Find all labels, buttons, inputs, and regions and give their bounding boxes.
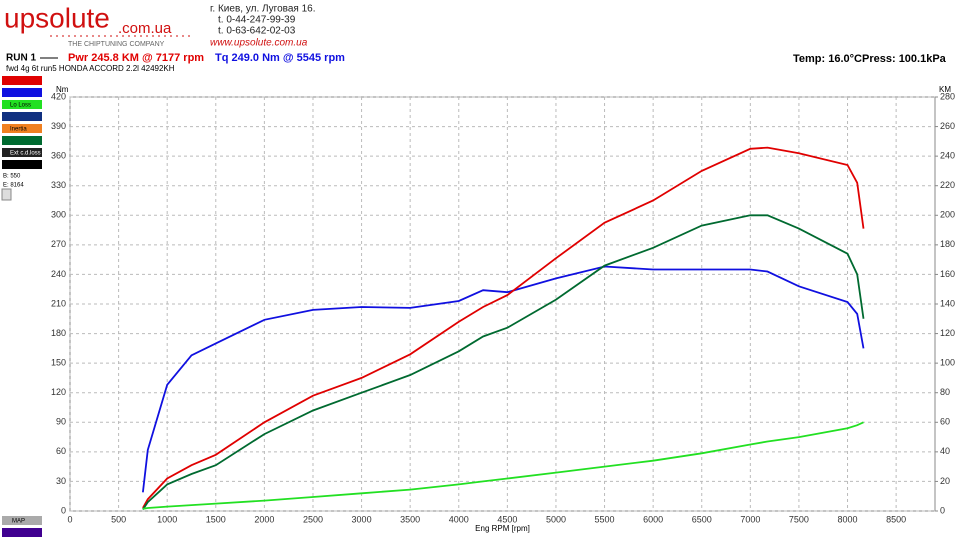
x-tick-label: 2000 [254,514,274,524]
y2-tick-label: 140 [940,298,955,308]
legend-swatch[interactable] [2,124,42,133]
x-tick-label: 1000 [157,514,177,524]
website: www.upsolute.com.ua [210,38,308,49]
y2-tick-label: 120 [940,328,955,338]
run-label: RUN 1 [6,53,36,64]
legend-label: Ext c.d.loss [10,151,41,157]
legend-swatch[interactable] [2,76,42,85]
legend-swatch[interactable] [2,88,42,97]
logo: upsolute [4,2,110,33]
end-rpm: E: 8164 [3,183,24,189]
legend-swatch[interactable] [2,148,42,157]
y2-axis-label: KM [939,85,951,94]
y2-tick-label: 20 [940,476,950,486]
series-line [142,146,865,509]
y2-tick-label: 220 [940,180,955,190]
side-panel: Lo Loss Inertia Ext c.d.loss B: 550 E: 8… [1,76,42,537]
y-tick-label: 0 [61,505,66,515]
panel-button[interactable] [2,528,42,537]
x-tick-label: 4500 [497,514,517,524]
x-tick-label: 500 [111,514,126,524]
y2-tick-label: 180 [940,239,955,249]
x-tick-label: 6500 [692,514,712,524]
y2-tick-label: 0 [940,505,945,515]
y2-tick-label: 240 [940,151,955,161]
logo-domain: .com.ua [118,20,172,37]
x-tick-label: 4000 [449,514,469,524]
phone: t. 0-44-247-99-39 [218,15,296,26]
series-line [142,214,865,510]
y2-tick-label: 200 [940,210,955,220]
y-tick-label: 270 [51,239,66,249]
y-tick-label: 210 [51,298,66,308]
x-tick-label: 3000 [352,514,372,524]
y2-tick-label: 80 [940,387,950,397]
y2-tick-label: 160 [940,269,955,279]
y-tick-label: 330 [51,180,66,190]
legend-swatch[interactable] [2,112,42,121]
y2-tick-label: 260 [940,121,955,131]
tagline: THE CHIPTUNING COMPANY [68,41,165,48]
y2-tick-label: 40 [940,446,950,456]
series-line [142,421,864,510]
y2-tick-label: 280 [940,91,955,101]
y-tick-label: 60 [56,446,66,456]
power-peak: Pwr 245.8 KM @ 7177 rpm [68,52,204,64]
x-tick-label: 7500 [789,514,809,524]
y-tick-label: 120 [51,387,66,397]
legend-label: Inertia [10,127,27,133]
x-tick-label: 0 [67,514,72,524]
map-label: MAP [12,519,25,525]
legend-label: Lo Loss [10,103,31,109]
y-tick-label: 240 [51,269,66,279]
legend-swatch[interactable] [2,100,42,109]
phone: t. 0-63-642-02-03 [218,26,296,37]
run-description: fwd 4g 6t run5 HONDA ACCORD 2.2l 42492KH [6,64,175,73]
x-axis-label: Eng RPM [rpm] [475,524,530,533]
y2-tick-label: 100 [940,358,955,368]
y-tick-label: 420 [51,91,66,101]
pressure: Press: 100.1kPa [862,53,947,65]
temperature: Temp: 16.0°C [793,53,862,65]
y-tick-label: 360 [51,151,66,161]
torque-peak: Tq 249.0 Nm @ 5545 rpm [215,52,345,64]
y-tick-label: 180 [51,328,66,338]
x-tick-label: 5000 [546,514,566,524]
y2-tick-label: 60 [940,417,950,427]
y-tick-label: 300 [51,210,66,220]
x-tick-label: 3500 [400,514,420,524]
address: г. Киев, ул. Луговая 16. [210,4,316,15]
x-tick-label: 8000 [838,514,858,524]
x-tick-label: 2500 [303,514,323,524]
y-tick-label: 90 [56,417,66,427]
x-tick-label: 5500 [595,514,615,524]
x-tick-label: 7000 [740,514,760,524]
y-tick-label: 150 [51,358,66,368]
legend-swatch[interactable] [2,136,42,145]
x-tick-label: 8500 [886,514,906,524]
x-tick-label: 6000 [643,514,663,524]
y-tick-label: 30 [56,476,66,486]
map-button[interactable] [2,516,42,525]
panel-button[interactable] [1,188,12,201]
legend-swatch[interactable] [2,160,42,169]
series-line [142,265,865,493]
begin-rpm: B: 550 [3,174,21,180]
x-tick-label: 1500 [206,514,226,524]
y-axis-label: Nm [56,85,69,94]
y-tick-label: 390 [51,121,66,131]
